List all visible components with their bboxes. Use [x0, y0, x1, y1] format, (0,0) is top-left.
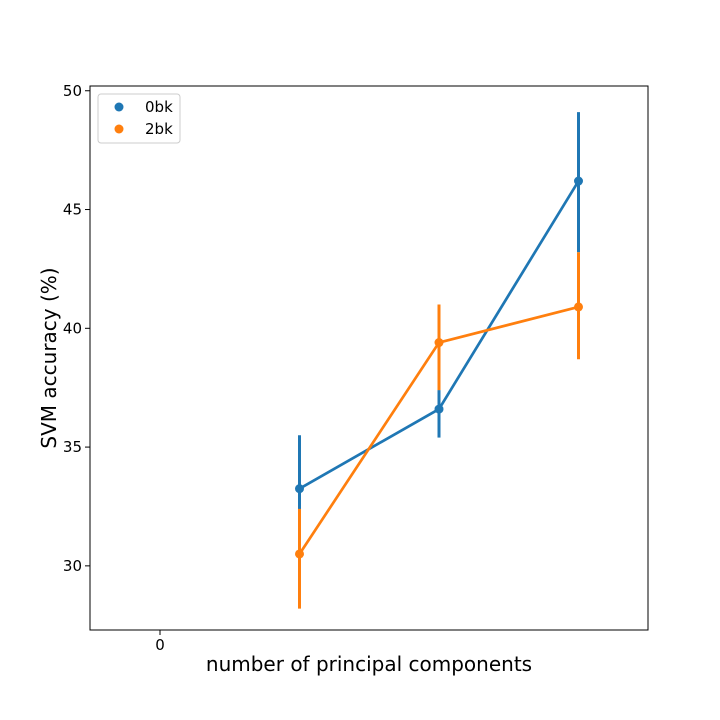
plot-frame [89, 85, 649, 631]
y-tick-label: 45 [63, 201, 82, 219]
legend-label: 2bk [145, 120, 173, 138]
x-axis-title: number of principal components [206, 652, 532, 676]
data-point [434, 338, 444, 348]
series-0bk [295, 112, 583, 512]
legend-marker [114, 124, 124, 134]
y-tick-label: 40 [63, 319, 82, 337]
y-tick-label: 30 [63, 557, 82, 575]
y-tick-label: 50 [63, 82, 82, 100]
data-point [434, 404, 444, 414]
data-point [295, 484, 304, 494]
y-tick-label: 35 [63, 438, 82, 456]
series-layer [295, 112, 583, 609]
legend-marker [114, 102, 124, 112]
data-point [295, 549, 304, 559]
series-2bk [295, 252, 583, 609]
legend-label: 0bk [145, 98, 173, 116]
y-axis-title: SVM accuracy (%) [37, 267, 61, 448]
y-axis: 30 35 40 45 50 [63, 82, 90, 575]
x-axis: 0 [155, 630, 165, 654]
x-tick-label: 0 [155, 636, 165, 654]
data-point [574, 302, 583, 312]
data-point [574, 176, 583, 186]
